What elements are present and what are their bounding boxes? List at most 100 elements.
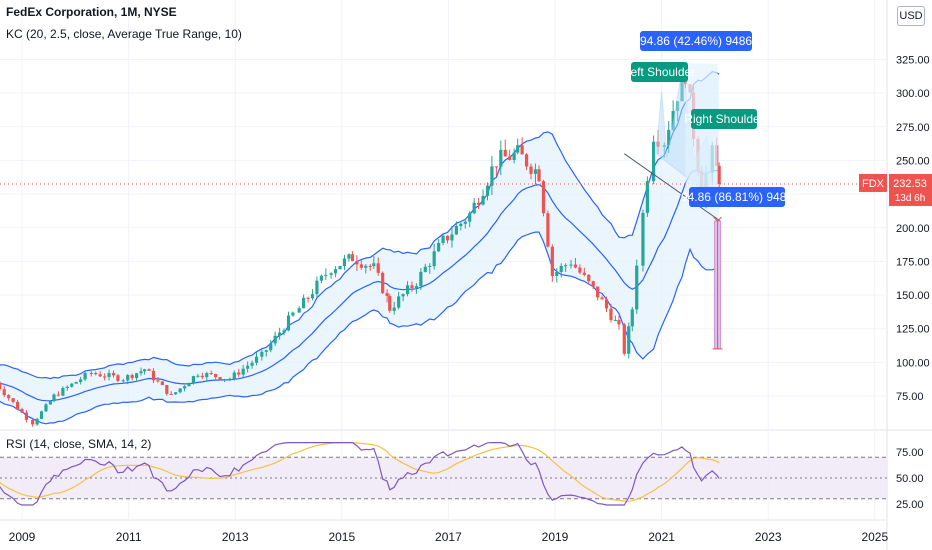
candle-body: [218, 377, 222, 380]
candle-body: [445, 235, 450, 241]
measure-up-label-text: 94.86 (42.46%) 9486: [640, 34, 752, 48]
candle-body: [44, 404, 48, 412]
candle-body: [591, 281, 595, 287]
left-shoulder-label-text: Left Shoulder: [624, 65, 695, 79]
right-shoulder-label-text: Right Shoulder: [684, 112, 763, 126]
candle-body: [368, 265, 372, 267]
candle-body: [196, 375, 200, 377]
candle-body: [15, 401, 20, 410]
candle-body: [559, 265, 563, 272]
candle-body: [410, 285, 414, 288]
candle-body: [600, 297, 604, 300]
candle-body: [228, 378, 232, 380]
neckline: [624, 153, 721, 222]
candle-body: [609, 308, 613, 321]
candle-body: [178, 388, 182, 393]
candle-body: [381, 272, 385, 294]
keltner-middle: [0, 169, 720, 402]
candle-body: [468, 213, 472, 222]
candle-body: [405, 285, 410, 295]
candle-body: [524, 154, 529, 167]
candle-body: [246, 365, 250, 369]
price-tick-label: 75.00: [896, 391, 924, 403]
candle-body: [61, 388, 65, 396]
price-tick-label: 150.00: [896, 290, 930, 302]
candle-body: [187, 383, 191, 387]
candle-body: [342, 258, 347, 266]
measure-up-label: 94.86 (42.46%) 9486: [640, 31, 752, 51]
candle-body: [414, 286, 419, 288]
rsi-line: [0, 442, 720, 506]
candle-body: [450, 234, 454, 241]
candle-body: [121, 380, 125, 382]
candle-body: [39, 411, 44, 419]
candle-body: [359, 264, 363, 268]
left-shoulder-label: Left Shoulder: [624, 62, 695, 82]
candle-body: [437, 242, 441, 252]
candle-body: [372, 263, 376, 267]
candle-body: [622, 324, 626, 354]
price-tick-label: 275.00: [896, 122, 930, 134]
rsi-tick-label: 50.00: [896, 473, 924, 485]
candle-body: [537, 169, 541, 182]
candle-body: [376, 263, 380, 273]
last-price-badge: FDX 232.53 13d 6h: [859, 173, 932, 206]
rsi-ma-line: [0, 442, 720, 502]
candle-body: [459, 223, 463, 227]
price-tick-label: 125.00: [896, 324, 930, 336]
candle-body: [587, 274, 591, 282]
candle-body: [529, 166, 533, 174]
candle-body: [569, 264, 573, 266]
candle-body: [481, 195, 485, 205]
time-tick-label: 2009: [9, 530, 36, 544]
candle-body: [617, 320, 621, 325]
candle-body: [573, 264, 578, 268]
candle-body: [388, 295, 392, 311]
kc-legend[interactable]: KC (20, 2.5, close, Average True Range, …: [6, 27, 242, 41]
candle-body: [2, 389, 6, 396]
candle-body: [20, 409, 24, 413]
candle-body: [350, 254, 355, 262]
time-tick-label: 2021: [648, 530, 675, 544]
candle-body: [533, 169, 538, 174]
candle-body: [79, 379, 83, 383]
candle-body: [635, 265, 639, 310]
candle-body: [419, 271, 423, 287]
candle-body: [24, 412, 29, 420]
candle-body: [31, 419, 35, 425]
candle-body: [232, 372, 236, 379]
candle-body: [428, 266, 432, 268]
measure-up-label-bg: [640, 31, 752, 51]
candle-body: [347, 254, 351, 259]
candle-body: [541, 181, 546, 214]
candle-body: [555, 271, 559, 276]
candle-body: [324, 274, 328, 276]
candle-body: [254, 356, 259, 363]
candle-body: [494, 166, 498, 168]
candle-body: [282, 330, 286, 333]
candle-body: [463, 221, 467, 224]
price-badge-value: 232.53: [893, 178, 927, 190]
candle-body: [329, 273, 333, 275]
time-tick-label: 2015: [328, 530, 355, 544]
candle-body: [319, 275, 323, 281]
keltner-channel: [0, 71, 720, 425]
keltner-fill: [0, 71, 720, 424]
candle-body: [151, 370, 156, 381]
candle-body: [355, 261, 359, 265]
candle-body: [652, 141, 656, 182]
price-tick-label: 100.00: [896, 357, 930, 369]
candle-body: [250, 362, 254, 366]
rsi-band-fill: [0, 457, 887, 499]
currency-button[interactable]: USD: [897, 6, 925, 26]
rsi-legend[interactable]: RSI (14, close, SMA, 14, 2): [6, 437, 152, 451]
candle-body: [641, 212, 645, 266]
time-tick-label: 2023: [755, 530, 782, 544]
candle-body: [0, 382, 2, 390]
rsi-tick-label: 25.00: [896, 499, 924, 511]
measure-down-label-bg: [689, 187, 785, 207]
candle-body: [490, 166, 494, 186]
candle-body: [508, 156, 512, 160]
time-tick-label: 2019: [542, 530, 569, 544]
candle-body: [147, 369, 151, 371]
